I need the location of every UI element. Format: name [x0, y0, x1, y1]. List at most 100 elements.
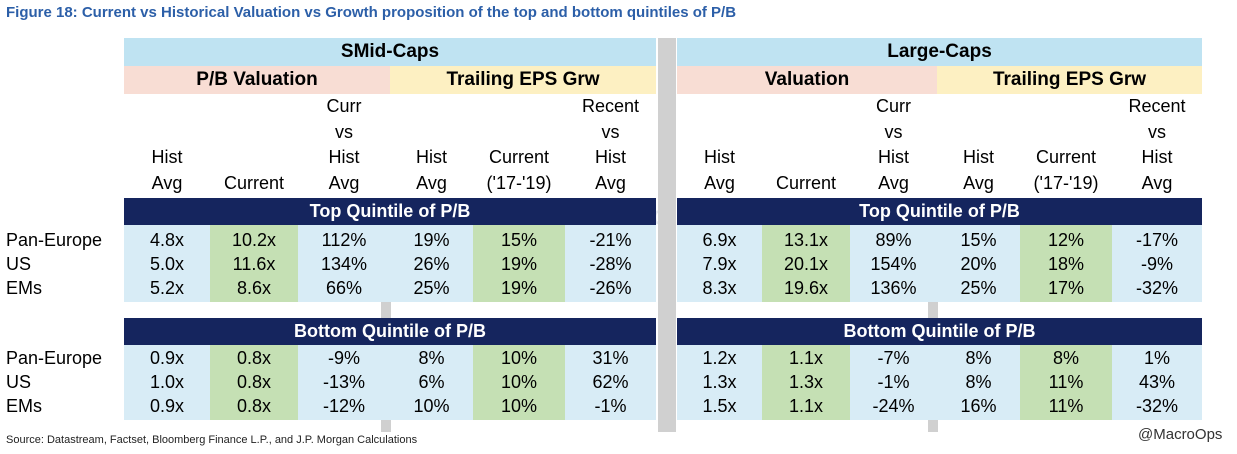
column-header-line: Hist [878, 147, 909, 167]
table-cell: 18% [1047, 254, 1085, 274]
current-highlight [1020, 225, 1112, 302]
table-cell: 20% [960, 254, 997, 274]
column-header-line: vs [335, 121, 353, 142]
column-header-line: Hist [1141, 147, 1173, 167]
column-header-line: Current [488, 147, 550, 167]
table-cell: -1% [877, 372, 910, 392]
column-header: Hist Avg [390, 94, 473, 196]
table-cell: 25% [413, 278, 450, 298]
table-cell: -12% [322, 396, 366, 416]
table-cell: 6.9x [702, 230, 737, 250]
table-cell: 8% [418, 348, 445, 368]
table-cell: -9% [1140, 254, 1173, 274]
table-cell: -26% [589, 278, 632, 298]
table-cell: 1.5x [702, 396, 737, 416]
column-header: Hist Avg [937, 94, 1020, 196]
row-label: Pan-Europe [6, 348, 103, 368]
panel-title-large: Large-Caps [677, 38, 1202, 66]
column-header-line: Avg [416, 172, 447, 193]
column-header: Curr vs Hist Avg [850, 94, 937, 196]
table-cell: 134% [320, 254, 368, 274]
current-highlight [473, 345, 565, 420]
table-cell: 20.1x [783, 254, 829, 274]
table-cell: 0.9x [149, 396, 185, 416]
table-cell: 136% [870, 278, 917, 298]
column-header-line: Curr [876, 96, 911, 116]
table-cell: 10% [500, 396, 538, 416]
valuation-header-smid: P/B Valuation [124, 66, 390, 94]
table-cell: 4.8x [149, 230, 185, 250]
table-cell: 7.9x [702, 254, 737, 274]
table-cell: 19% [413, 230, 450, 250]
table-cell: 11% [1048, 372, 1084, 392]
table-cell: 8% [965, 348, 992, 368]
column-header-line: Hist [151, 147, 183, 167]
section-title-bar: Top Quintile of P/B [124, 198, 656, 225]
table-cell: 10% [500, 372, 538, 392]
table-cell: -17% [1135, 230, 1179, 250]
column-header-line: Hist [595, 147, 626, 167]
table-cell: 5.0x [149, 254, 185, 274]
valuation-header-large: Valuation [677, 66, 937, 94]
table-cell: 62% [592, 372, 629, 392]
table-cell: -32% [1135, 396, 1179, 416]
column-header-line: Avg [328, 172, 360, 193]
column-header-line: Avg [704, 172, 735, 193]
current-highlight [762, 345, 850, 420]
column-header: Current ('17-'19) [473, 94, 565, 196]
column-header-line: Current [1035, 147, 1097, 167]
column-header-line: ('17-'19) [486, 172, 552, 193]
column-header-line: Avg [878, 172, 909, 193]
table-cell: 8% [965, 372, 992, 392]
column-header-line: Hist [328, 147, 360, 167]
table-cell: 1.1x [788, 396, 824, 416]
table-cell: 11.6x [232, 254, 276, 274]
table-cell: 1.1x [788, 348, 824, 368]
table-cell: 19% [500, 254, 538, 274]
column-header: Current ('17-'19) [1020, 94, 1112, 196]
table-cell: 1.2x [702, 348, 737, 368]
table-cell: 0.8x [236, 396, 272, 416]
column-separator [658, 38, 676, 432]
table-cell: 0.8x [236, 348, 272, 368]
table-cell: -24% [872, 396, 915, 416]
section-title-bar: Top Quintile of P/B [677, 198, 1202, 225]
row-label: EMs [6, 396, 42, 416]
source-note: Source: Datastream, Factset, Bloomberg F… [6, 434, 418, 446]
table-cell: 13.1x [783, 230, 829, 250]
column-header-line: vs [1148, 121, 1166, 142]
table-cell: -21% [589, 230, 632, 250]
column-header: Current [210, 94, 298, 196]
row-label: EMs [6, 278, 42, 298]
table-cell: 154% [870, 254, 917, 274]
table-cell: 25% [960, 278, 997, 298]
table-cell: 1% [1143, 348, 1170, 368]
table-cell: 6% [418, 372, 445, 392]
growth-header-smid: Trailing EPS Grw [390, 66, 656, 94]
column-header-line: Hist [963, 147, 994, 167]
table-cell: 11% [1048, 396, 1084, 416]
table-cell: 66% [325, 278, 363, 298]
growth-header-large: Trailing EPS Grw [937, 66, 1202, 94]
column-header-line: Avg [151, 172, 183, 193]
section-title-bar: Bottom Quintile of P/B [677, 318, 1202, 345]
column-header-line: vs [601, 121, 620, 142]
handle-text: @MacroOps [1138, 426, 1223, 443]
column-header-line: Avg [1141, 172, 1173, 193]
table-cell: 17% [1047, 278, 1085, 298]
table-cell: -7% [877, 348, 910, 368]
table-cell: 89% [875, 230, 912, 250]
column-header-line: Hist [704, 147, 735, 167]
current-highlight [762, 225, 850, 302]
column-header-line: Current [223, 172, 285, 193]
table-cell: 1.0x [149, 372, 185, 392]
table-cell: 16% [960, 396, 997, 416]
table-cell: -9% [327, 348, 360, 368]
table-cell: 31% [592, 348, 629, 368]
section-title-bar: Bottom Quintile of P/B [124, 318, 656, 345]
column-header-line: Current [775, 172, 837, 193]
column-header: Hist Avg [677, 94, 762, 196]
current-highlight [210, 225, 298, 302]
table-cell: 112% [321, 230, 367, 250]
row-label: Pan-Europe [6, 230, 103, 250]
